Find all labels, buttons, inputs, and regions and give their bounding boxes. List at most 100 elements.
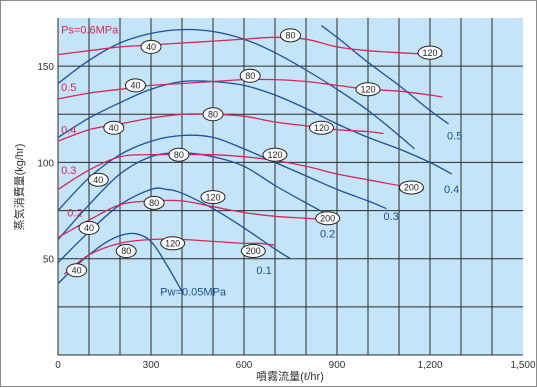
flow-marker-value: 120 xyxy=(422,48,437,58)
flow-marker-value: 80 xyxy=(121,246,131,256)
flow-marker-value: 200 xyxy=(320,213,335,223)
flow-marker: 40 xyxy=(87,172,109,187)
x-tick-label: 300 xyxy=(143,360,160,371)
flow-marker-oval xyxy=(240,244,266,259)
x-tick-label: 1,500 xyxy=(510,360,535,371)
pw-curve-0.1 xyxy=(57,187,291,264)
pw-curves xyxy=(57,25,453,292)
flow-marker-value: 40 xyxy=(146,42,156,52)
flow-marker: 120 xyxy=(309,120,334,135)
pw-series-label: 0.3 xyxy=(384,211,399,223)
ps-series-label: 0.4 xyxy=(61,125,76,137)
ps-curve-0.4 xyxy=(57,78,443,100)
flow-marker: 40 xyxy=(140,39,162,54)
flow-marker-value: 80 xyxy=(174,150,184,160)
y-tick-label: 50 xyxy=(43,255,55,266)
flow-marker-oval xyxy=(355,82,381,97)
flow-marker: 80 xyxy=(202,107,224,122)
flow-marker-oval xyxy=(140,39,162,54)
flow-marker-value: 120 xyxy=(360,84,375,94)
flow-marker-oval xyxy=(160,236,186,251)
flow-marker: 40 xyxy=(125,78,146,93)
axes xyxy=(57,18,523,356)
x-tick-label: 900 xyxy=(329,360,346,371)
flow-marker-oval xyxy=(168,147,190,162)
x-axis-title: 噴霧流量(ℓ/hr) xyxy=(256,369,324,383)
flow-marker-oval xyxy=(315,211,341,226)
flow-marker: 40 xyxy=(78,220,100,235)
flow-marker: 80 xyxy=(280,28,301,43)
flow-marker-value: 200 xyxy=(404,183,419,193)
pw-series-label: Pw=0.05MPa xyxy=(160,286,227,298)
flow-marker-value: 40 xyxy=(72,265,82,275)
flow-marker-oval xyxy=(200,190,226,205)
flow-marker: 120 xyxy=(160,236,186,251)
flow-marker: 80 xyxy=(168,147,190,162)
flow-marker: 120 xyxy=(417,45,443,60)
flow-marker-value: 120 xyxy=(205,192,220,202)
flow-marker: 80 xyxy=(143,195,165,210)
flow-marker-oval xyxy=(417,45,443,60)
ps-series-label: 0.3 xyxy=(61,165,76,177)
flow-marker: 200 xyxy=(398,180,424,195)
flow-marker: 120 xyxy=(200,190,226,205)
flow-marker-value: 80 xyxy=(285,31,295,41)
ps-curve-0.2 xyxy=(57,153,424,191)
flow-marker-oval xyxy=(262,147,288,162)
flow-marker-oval xyxy=(398,180,424,195)
y-axis-title: 蒸気消費量(kg/hr) xyxy=(12,144,26,231)
flow-marker-value: 200 xyxy=(246,246,261,256)
flow-marker: 200 xyxy=(240,244,266,259)
y-tick-label: 150 xyxy=(37,62,54,73)
pw-series-label: 0.1 xyxy=(256,265,271,277)
pw-series-label: 0.5 xyxy=(447,130,462,142)
flow-marker-oval xyxy=(143,195,165,210)
flow-marker-value: 40 xyxy=(84,223,94,233)
flow-marker: 80 xyxy=(239,68,261,83)
flow-marker-oval xyxy=(280,28,301,43)
flow-markers: 40 80 120 200 40 80 120 200 40 80 120 200 40 80 120 40 8… xyxy=(66,28,443,278)
flow-marker: 40 xyxy=(103,120,125,135)
flow-marker-oval xyxy=(115,244,137,259)
ps-curve-0.1 xyxy=(57,199,338,239)
flow-marker: 40 xyxy=(66,263,88,278)
pw-curve-0.5 xyxy=(321,25,449,125)
flow-marker: 120 xyxy=(355,82,381,97)
flow-marker: 200 xyxy=(315,211,341,226)
flow-marker-oval xyxy=(103,120,125,135)
series-labels: Pw=0.05MPa 0.1 0.2 0.3 0.4 0.5 Ps=0.6MPa 0.5 0.4… xyxy=(61,24,462,298)
flow-marker-oval xyxy=(202,107,224,122)
flow-marker-value: 120 xyxy=(314,123,329,133)
flow-marker-value: 120 xyxy=(165,239,180,249)
pw-curve-0.4 xyxy=(57,80,453,175)
flow-marker: 120 xyxy=(262,147,288,162)
flow-marker-value: 80 xyxy=(208,109,218,119)
pw-curve-0.2 xyxy=(57,152,332,240)
ps-curve-0.5 xyxy=(57,36,443,58)
x-tick-label: 1,200 xyxy=(417,360,442,371)
flow-marker-value: 40 xyxy=(109,123,119,133)
ps-series-label: Ps=0.6MPa xyxy=(61,24,119,36)
pw-series-label: 0.2 xyxy=(320,229,335,241)
flow-marker-oval xyxy=(87,172,109,187)
flow-marker: 80 xyxy=(115,244,137,259)
flow-marker-value: 80 xyxy=(149,198,159,208)
ps-series-label: 0.2 xyxy=(67,207,82,219)
flow-marker-oval xyxy=(125,78,146,93)
flow-marker-oval xyxy=(66,263,88,278)
flow-marker-oval xyxy=(239,68,261,83)
x-tick-label: 600 xyxy=(236,360,253,371)
pw-series-label: 0.4 xyxy=(444,184,459,196)
flow-marker-value: 40 xyxy=(93,175,103,185)
flow-marker-oval xyxy=(309,120,334,135)
flow-marker-oval xyxy=(78,220,100,235)
plot-background xyxy=(58,18,523,355)
flow-marker-value: 80 xyxy=(245,71,255,81)
flow-marker-value: 40 xyxy=(130,81,140,91)
flow-marker-value: 120 xyxy=(267,150,282,160)
x-tick-label: 0 xyxy=(55,360,61,371)
pw-curve-0.3 xyxy=(57,134,387,212)
y-tick-label: 100 xyxy=(37,158,54,169)
